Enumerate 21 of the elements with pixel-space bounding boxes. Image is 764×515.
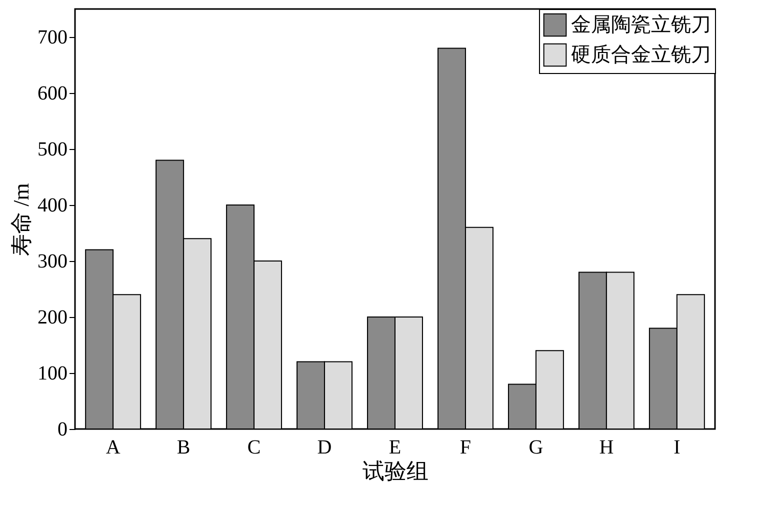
x-tick-label: D — [317, 436, 332, 458]
y-tick-label: 400 — [38, 194, 68, 216]
x-tick-label: E — [388, 436, 402, 458]
x-tick-label: A — [106, 436, 121, 458]
y-tick-label: 500 — [38, 138, 68, 160]
x-tick-label: F — [460, 436, 472, 458]
x-tick-label: B — [176, 436, 190, 458]
legend-label: 金属陶瓷立铣刀 — [571, 14, 711, 36]
legend-label: 硬质合金立铣刀 — [571, 44, 711, 66]
y-tick-label: 200 — [38, 306, 68, 328]
x-axis-title: 试验组 — [362, 458, 428, 484]
x-tick-label: C — [247, 436, 261, 458]
y-axis-title: 寿命 /m — [8, 183, 34, 256]
y-tick-label: 100 — [38, 362, 68, 384]
y-tick-label: 0 — [58, 418, 68, 440]
y-tick-label: 700 — [38, 26, 68, 48]
y-tick-label: 300 — [38, 250, 68, 272]
x-tick-label: I — [674, 436, 680, 458]
x-tick-label: H — [599, 436, 614, 458]
y-tick-label: 600 — [38, 82, 68, 104]
x-tick-label: G — [528, 436, 544, 458]
